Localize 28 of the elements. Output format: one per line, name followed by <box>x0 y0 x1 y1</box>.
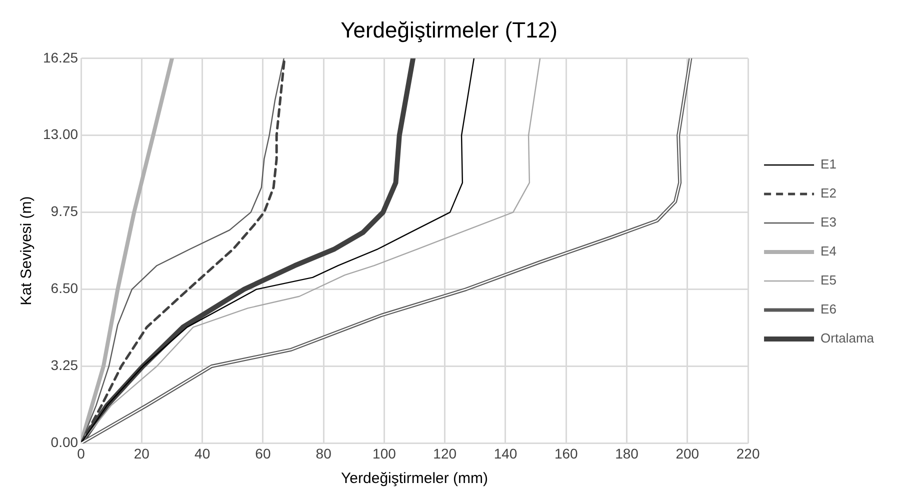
x-tick-label: 40 <box>194 445 210 462</box>
x-axis-title: Yerdeğiştirmeler (mm) <box>341 470 488 488</box>
x-tick-label: 80 <box>316 445 332 462</box>
x-tick-label: 0 <box>77 445 86 462</box>
x-tick-label: 220 <box>736 445 760 462</box>
legend-label: E2 <box>820 186 836 201</box>
x-tick-label: 120 <box>433 445 457 462</box>
y-tick-label: 6.50 <box>50 280 78 296</box>
y-tick-label: 16.25 <box>42 49 78 66</box>
legend-label: E5 <box>820 272 836 288</box>
legend-label: E6 <box>820 302 836 317</box>
y-tick-label: 3.25 <box>50 357 78 374</box>
x-tick-label: 160 <box>554 445 578 462</box>
legend-label: E1 <box>820 156 836 172</box>
chart-title: Yerdeğiştirmeler (T12) <box>340 17 558 42</box>
y-axis-title: Kat Seviyesi (m) <box>18 196 36 306</box>
x-tick-label: 20 <box>134 445 150 462</box>
x-tick-label: 140 <box>494 445 518 462</box>
x-tick-label: 100 <box>372 445 396 462</box>
x-tick-label: 60 <box>255 445 271 462</box>
y-tick-label: 9.75 <box>50 203 78 220</box>
x-tick-label: 200 <box>676 445 700 462</box>
x-tick-label: 180 <box>615 445 639 462</box>
legend-label: Ortalama <box>820 330 875 346</box>
legend-label: E4 <box>820 244 836 259</box>
y-tick-label: 13.00 <box>42 126 78 142</box>
y-tick-label: 0.00 <box>50 434 78 450</box>
legend-label: E3 <box>820 214 836 230</box>
